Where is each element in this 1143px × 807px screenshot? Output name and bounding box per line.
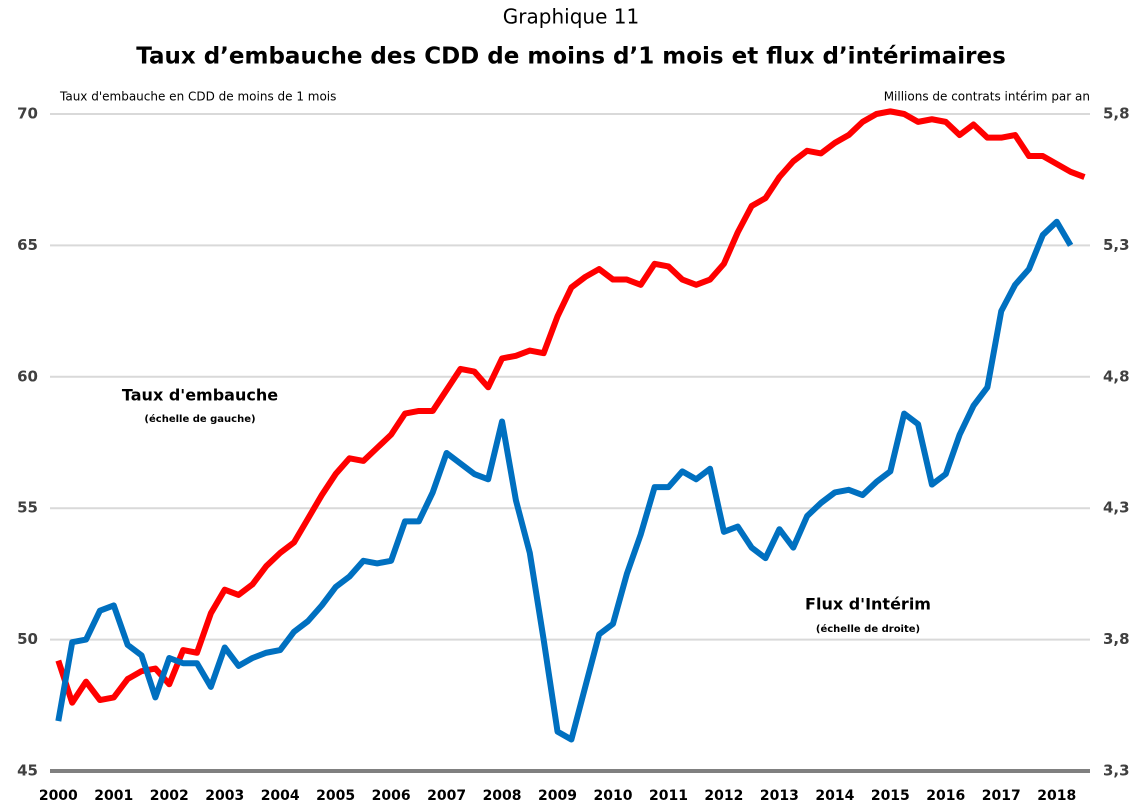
data-line bbox=[55, 108, 1086, 706]
x-tick-label: 2001 bbox=[94, 788, 133, 804]
x-tick-label: 2015 bbox=[871, 788, 910, 804]
annotation: Taux d'embauche bbox=[122, 386, 278, 405]
grid bbox=[50, 113, 1090, 773]
y2-tick-label: 5,3 bbox=[1103, 236, 1130, 254]
y2-tick-label: 3,3 bbox=[1103, 762, 1130, 780]
y-tick-label: 70 bbox=[17, 105, 38, 123]
x-tick-label: 2014 bbox=[815, 788, 854, 804]
x-tick-label: 2018 bbox=[1037, 788, 1076, 804]
y-tick-label: 50 bbox=[17, 630, 38, 648]
x-tick-label: 2005 bbox=[316, 788, 355, 804]
data-line bbox=[55, 218, 1074, 743]
x-tick-label: 2004 bbox=[261, 788, 300, 804]
x-tick-label: 2011 bbox=[649, 788, 688, 804]
annotation: Flux d'Intérim bbox=[805, 595, 931, 614]
annotation: (échelle de gauche) bbox=[144, 413, 255, 425]
lines bbox=[55, 108, 1086, 743]
y-tick-label: 65 bbox=[17, 236, 38, 254]
x-tick-label: 2002 bbox=[150, 788, 189, 804]
y-tick-label: 45 bbox=[17, 762, 38, 780]
y-tick-label: 60 bbox=[17, 367, 38, 385]
y2-axis-label: Millions de contrats intérim par an bbox=[884, 90, 1090, 104]
y2-tick-label: 3,8 bbox=[1103, 630, 1130, 648]
x-tick-label: 2003 bbox=[205, 788, 244, 804]
x-tick-label: 2012 bbox=[704, 788, 743, 804]
y2-tick-label: 4,3 bbox=[1103, 499, 1130, 517]
x-tick-label: 2007 bbox=[427, 788, 466, 804]
y2-tick-label: 5,8 bbox=[1103, 105, 1130, 123]
x-tick-label: 2006 bbox=[372, 788, 411, 804]
x-tick-label: 2008 bbox=[483, 788, 522, 804]
x-tick-label: 2010 bbox=[594, 788, 633, 804]
x-tick-label: 2017 bbox=[982, 788, 1021, 804]
x-tick-label: 2013 bbox=[760, 788, 799, 804]
y2-tick-label: 4,8 bbox=[1103, 367, 1130, 385]
x-tick-label: 2009 bbox=[538, 788, 577, 804]
x-tick-label: 2016 bbox=[926, 788, 965, 804]
x-tick-label: 2000 bbox=[39, 788, 78, 804]
chart-title: Taux d’embauche des CDD de moins d’1 moi… bbox=[136, 44, 1006, 70]
y-tick-label: 55 bbox=[17, 499, 38, 517]
chart-subtitle: Graphique 11 bbox=[503, 5, 639, 29]
y-axis-label: Taux d'embauche en CDD de moins de 1 moi… bbox=[59, 90, 336, 104]
annotation: (échelle de droite) bbox=[816, 623, 920, 635]
